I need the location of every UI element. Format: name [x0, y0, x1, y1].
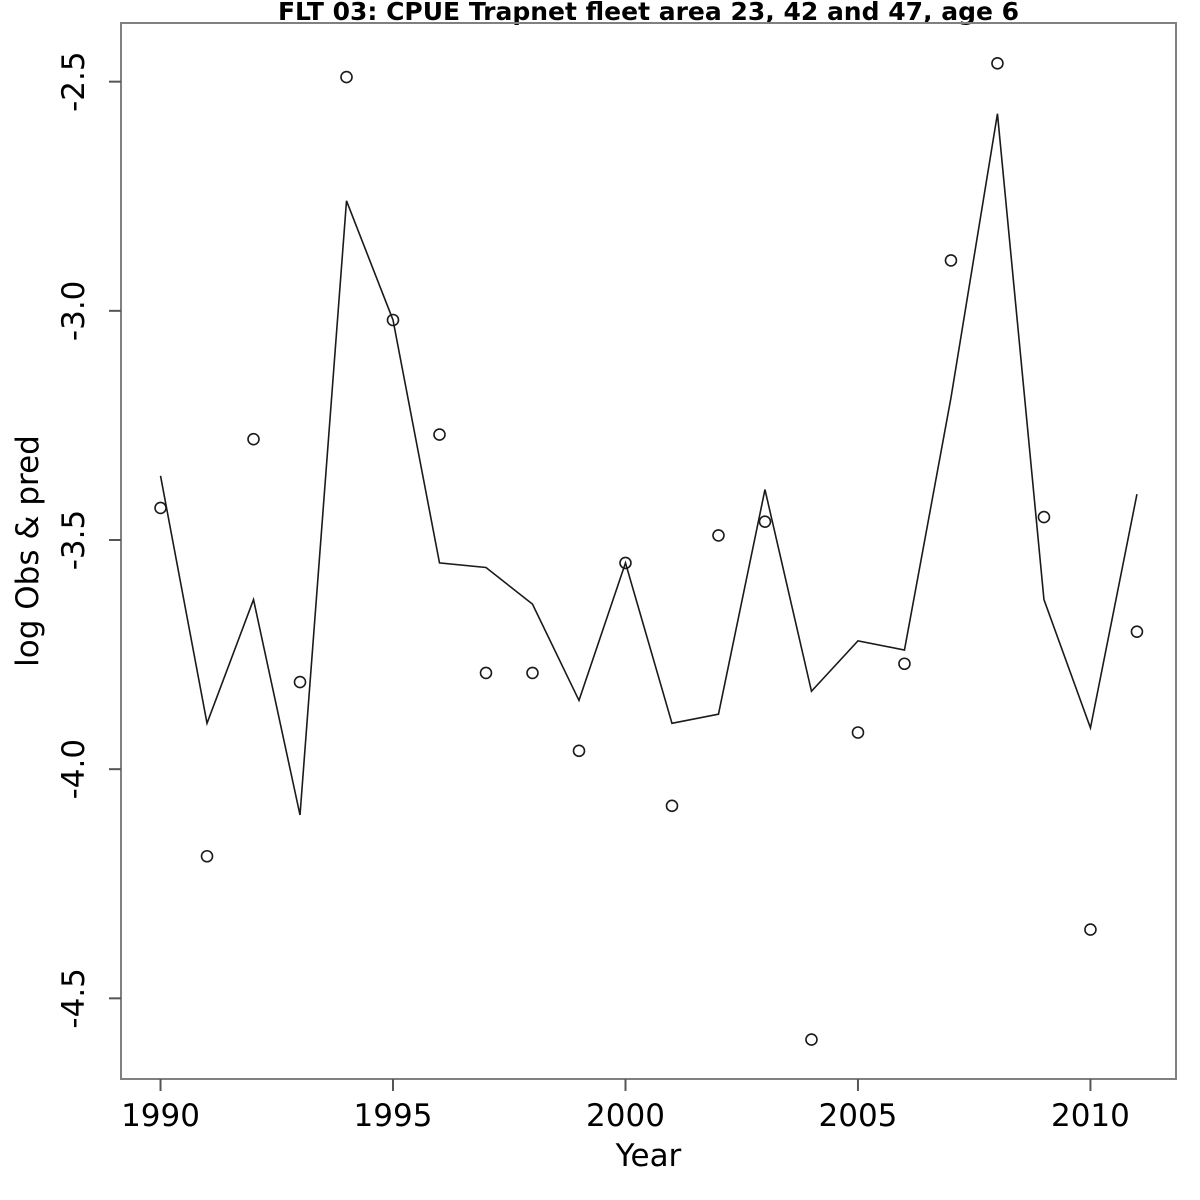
- observation-point: [805, 1033, 818, 1046]
- observation-point: [665, 799, 679, 813]
- x-tick-label: 1990: [121, 1098, 200, 1134]
- observation-point: [758, 515, 772, 528]
- x-tick-label: 2000: [586, 1098, 665, 1134]
- observation-point: [200, 849, 214, 863]
- observation-point: [433, 428, 446, 441]
- observation-point: [619, 556, 632, 570]
- y-tick-label: -3.5: [56, 510, 92, 571]
- observation-point: [572, 744, 586, 758]
- observation-point: [526, 666, 539, 680]
- y-tick-label: -4.0: [56, 739, 92, 800]
- prediction-line: [159, 113, 1138, 816]
- observation-point: [154, 501, 167, 515]
- observation-point: [991, 57, 1004, 70]
- observation-point: [712, 529, 725, 542]
- y-tick-label: -4.5: [56, 968, 92, 1028]
- x-tick-label: 2005: [819, 1098, 898, 1134]
- x-axis-label: Year: [615, 1138, 682, 1174]
- x-tick-label: 1995: [354, 1098, 433, 1134]
- observation-point: [293, 675, 307, 689]
- observation-point: [340, 70, 353, 84]
- x-tick-label: 2010: [1051, 1098, 1130, 1134]
- observation-point: [479, 666, 493, 680]
- observation-point: [386, 313, 400, 327]
- chart-title: FLT 03: CPUE Trapnet fleet area 23, 42 a…: [277, 0, 1020, 26]
- y-tick-label: -3.0: [56, 281, 92, 342]
- observation-point: [247, 432, 260, 446]
- observation-point: [1130, 625, 1144, 638]
- y-tick-label: -2.5: [56, 51, 92, 112]
- observation-point: [944, 254, 958, 267]
- observation-point: [851, 726, 865, 739]
- observation-point: [1037, 510, 1051, 524]
- observation-point: [898, 657, 911, 671]
- observation-point: [1084, 923, 1097, 936]
- plot-box: [120, 22, 1177, 1080]
